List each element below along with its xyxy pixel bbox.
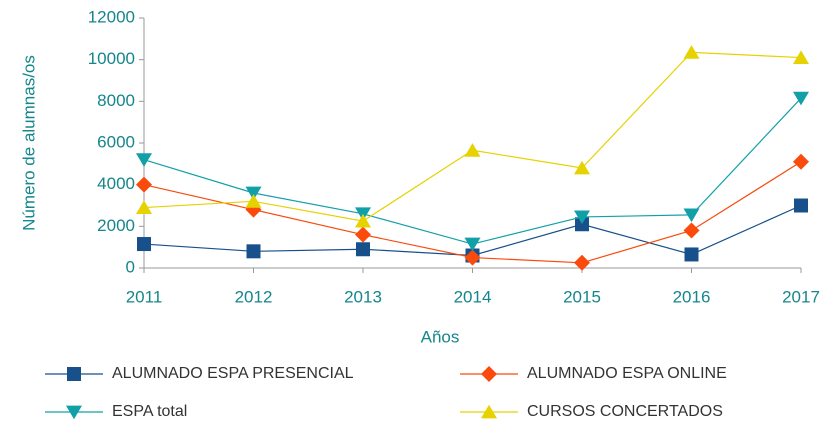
marker — [356, 242, 370, 257]
marker — [464, 237, 481, 252]
marker — [575, 217, 589, 232]
marker — [245, 194, 262, 208]
y-tick-label: 0 — [126, 257, 135, 276]
x-tick-label: 2014 — [454, 287, 492, 306]
marker — [481, 404, 497, 419]
y-tick-label: 12000 — [88, 7, 135, 26]
marker — [464, 249, 481, 266]
marker — [136, 153, 152, 167]
marker — [481, 366, 497, 382]
marker — [683, 45, 700, 59]
marker — [574, 210, 590, 225]
marker — [574, 254, 590, 271]
marker — [137, 237, 151, 252]
y-tick-label: 8000 — [97, 91, 135, 110]
marker — [245, 186, 262, 201]
marker — [793, 50, 809, 64]
legend-label: ALUMNADO ESPA PRESENCIAL — [112, 365, 354, 382]
marker — [355, 213, 371, 228]
marker — [684, 247, 699, 262]
marker — [66, 405, 82, 420]
marker — [574, 160, 590, 175]
marker — [794, 198, 808, 213]
x-tick-label: 2013 — [344, 287, 382, 306]
marker — [355, 226, 371, 243]
x-tick-label: 2011 — [126, 287, 163, 306]
marker — [136, 200, 152, 214]
marker — [793, 91, 809, 106]
x-tick-label: 2016 — [673, 287, 711, 306]
legend-label: CURSOS CONCERTADOS — [527, 403, 723, 420]
x-tick-label: 2012 — [235, 287, 273, 306]
marker — [793, 153, 809, 170]
marker — [683, 222, 700, 239]
y-tick-label: 4000 — [97, 174, 135, 193]
y-tick-label: 10000 — [88, 49, 135, 68]
marker — [683, 208, 700, 223]
y-tick-label: 2000 — [97, 216, 135, 235]
y-tick-label: 6000 — [97, 132, 135, 151]
y-axis-label: Número de alumnas/os — [19, 55, 38, 231]
x-tick-label: 2017 — [782, 287, 820, 306]
legend-label: ALUMNADO ESPA ONLINE — [527, 365, 727, 382]
marker — [246, 244, 261, 259]
marker — [136, 176, 152, 193]
series-line — [143, 97, 802, 245]
legend-label: ESPA total — [112, 403, 187, 420]
x-tick-label: 2015 — [563, 287, 601, 306]
marker — [464, 143, 481, 157]
x-axis-label: Años — [421, 327, 460, 346]
marker — [67, 367, 81, 381]
series-line — [143, 51, 802, 222]
